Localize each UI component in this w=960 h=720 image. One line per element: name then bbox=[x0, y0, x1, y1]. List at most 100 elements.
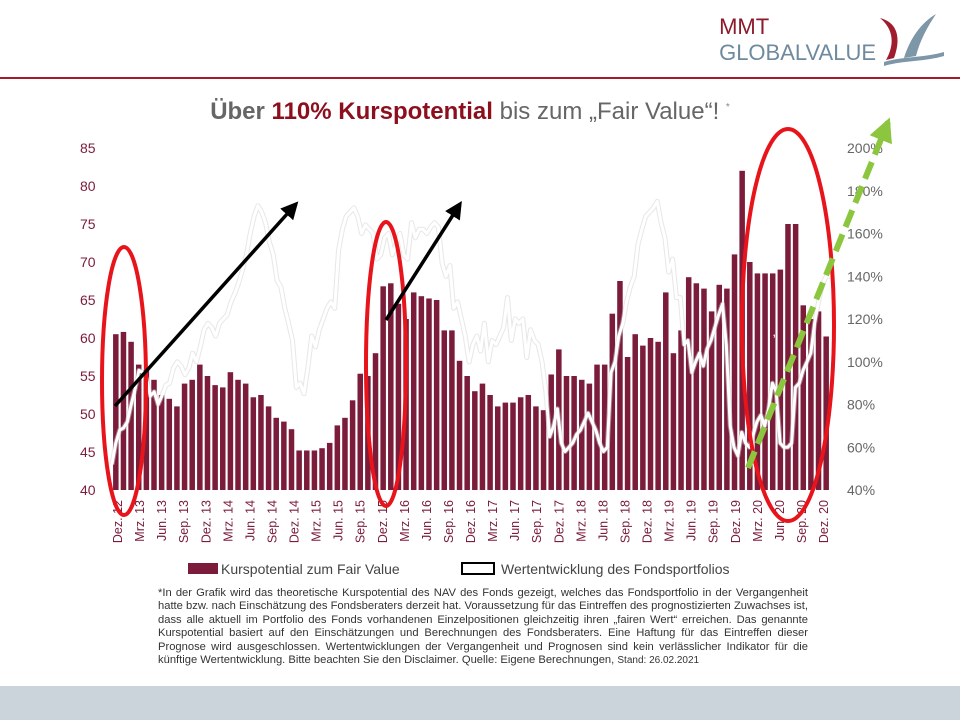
data-bar bbox=[731, 254, 738, 490]
data-bar bbox=[533, 406, 539, 490]
x-tick-label: Sep. 19 bbox=[707, 500, 721, 543]
x-tick-label: Mrz. 15 bbox=[310, 500, 324, 542]
data-bar bbox=[609, 313, 616, 490]
x-axis: Dez. 12 Mrz. 13 Jun. 13 Sep. 13 Dez. 13 Mrz. … bbox=[111, 500, 831, 543]
x-tick-label: Jun. 17 bbox=[508, 500, 522, 541]
data-bar bbox=[655, 341, 661, 490]
x-tick-label: Mrz. 16 bbox=[398, 500, 412, 542]
legend-label-bar: Kurspotential zum Fair Value bbox=[221, 561, 400, 577]
data-bar bbox=[517, 397, 524, 490]
data-bar bbox=[250, 397, 257, 490]
data-bar bbox=[304, 450, 310, 490]
annotation-quote: „ bbox=[773, 323, 778, 339]
data-bar bbox=[258, 395, 264, 490]
x-tick-label: Sep. 17 bbox=[530, 500, 544, 543]
x-tick-label: Dez. 14 bbox=[288, 500, 302, 543]
data-bar bbox=[296, 450, 302, 490]
brand-line-2: GLOBALVALUE bbox=[719, 40, 876, 65]
y-tick-label-left: 70 bbox=[80, 254, 96, 270]
data-bar bbox=[281, 421, 287, 490]
x-tick-label: Dez. 16 bbox=[464, 500, 478, 543]
data-bar bbox=[349, 400, 356, 490]
x-tick-label: Jun. 18 bbox=[596, 500, 610, 541]
legend: Kurspotential zum Fair Value Wertentwick… bbox=[188, 561, 730, 577]
y-tick-label-left: 40 bbox=[80, 482, 96, 498]
annotations: „ bbox=[100, 117, 892, 523]
sail-logo-icon bbox=[880, 14, 944, 66]
data-bar bbox=[747, 262, 753, 490]
forecast-arrow bbox=[745, 117, 892, 470]
data-bar bbox=[395, 303, 402, 490]
y-axis-left: 40 45 50 55 60 65 70 75 80 85 bbox=[80, 140, 96, 498]
data-bar bbox=[388, 283, 394, 490]
data-bar bbox=[197, 364, 203, 490]
data-bar bbox=[640, 345, 646, 490]
title-footnote-star: * bbox=[725, 102, 730, 113]
y-tick-label-right: 120% bbox=[847, 311, 883, 327]
data-bar bbox=[242, 383, 249, 490]
x-tick-label: Jun. 19 bbox=[685, 500, 699, 541]
data-bar bbox=[158, 395, 165, 490]
data-bar bbox=[754, 273, 761, 490]
y-tick-label-left: 75 bbox=[80, 216, 96, 232]
data-bar bbox=[288, 429, 295, 490]
brand-logo-text: MMT GLOBALVALUE bbox=[719, 14, 876, 66]
data-bar bbox=[563, 376, 570, 490]
data-bar bbox=[808, 319, 814, 490]
data-bar bbox=[265, 406, 272, 490]
data-bar bbox=[647, 338, 654, 490]
footer-bar bbox=[0, 686, 960, 720]
data-bar bbox=[617, 281, 623, 490]
data-bar bbox=[663, 292, 669, 490]
data-bar bbox=[441, 330, 448, 490]
data-bar bbox=[579, 379, 585, 490]
x-tick-label: Mrz. 14 bbox=[221, 500, 235, 542]
data-bar bbox=[113, 334, 119, 490]
y-tick-label-right: 160% bbox=[847, 226, 883, 242]
data-bar bbox=[479, 383, 486, 490]
x-tick-label: Sep. 18 bbox=[618, 500, 632, 543]
data-bar bbox=[823, 336, 829, 490]
title-part-3: bis zum „Fair Value“! bbox=[499, 98, 720, 125]
data-bar bbox=[235, 379, 241, 490]
y-tick-label-left: 60 bbox=[80, 330, 96, 346]
data-bar bbox=[540, 410, 547, 490]
x-tick-label: Mrz. 13 bbox=[133, 500, 147, 542]
y-tick-label-right: 80% bbox=[847, 397, 875, 413]
data-bar bbox=[426, 298, 432, 490]
disclaimer-footnote: *In der Grafik wird das theoretische Kur… bbox=[158, 587, 808, 667]
x-tick-label: Jun. 13 bbox=[155, 500, 169, 541]
data-bar bbox=[472, 391, 478, 490]
page-title: Über 110% Kurspotential bis zum „Fair Va… bbox=[0, 98, 940, 126]
y-tick-label-right: 140% bbox=[847, 268, 883, 284]
y-tick-label-right: 60% bbox=[847, 439, 875, 455]
data-bar bbox=[601, 364, 608, 490]
data-bar bbox=[571, 376, 577, 490]
data-bar bbox=[670, 353, 677, 490]
highlight-ellipse bbox=[100, 245, 148, 517]
highlight-ellipse bbox=[740, 127, 836, 523]
data-bar bbox=[494, 406, 501, 490]
x-tick-label: Mrz. 17 bbox=[486, 500, 500, 542]
x-tick-label: Dez. 18 bbox=[641, 500, 655, 543]
data-bar bbox=[510, 402, 516, 490]
data-bar bbox=[181, 383, 188, 490]
data-bar bbox=[273, 417, 279, 490]
y-tick-label-left: 55 bbox=[80, 368, 96, 384]
data-bar bbox=[716, 284, 722, 490]
data-bar bbox=[326, 442, 333, 490]
data-bar bbox=[342, 417, 348, 490]
x-tick-label: Jun. 14 bbox=[243, 500, 257, 541]
data-bar bbox=[311, 450, 318, 490]
data-bar bbox=[227, 372, 234, 490]
data-bar bbox=[380, 286, 386, 490]
data-bar bbox=[800, 305, 807, 490]
data-bar bbox=[777, 269, 784, 490]
data-bar bbox=[464, 376, 470, 490]
data-bar bbox=[624, 357, 631, 490]
legend-swatch-bar bbox=[188, 563, 218, 574]
x-tick-label: Sep. 15 bbox=[354, 500, 368, 543]
legend-swatch-line bbox=[461, 562, 495, 575]
x-tick-label: Mrz. 18 bbox=[574, 500, 588, 542]
x-tick-label: Sep. 14 bbox=[265, 500, 279, 543]
